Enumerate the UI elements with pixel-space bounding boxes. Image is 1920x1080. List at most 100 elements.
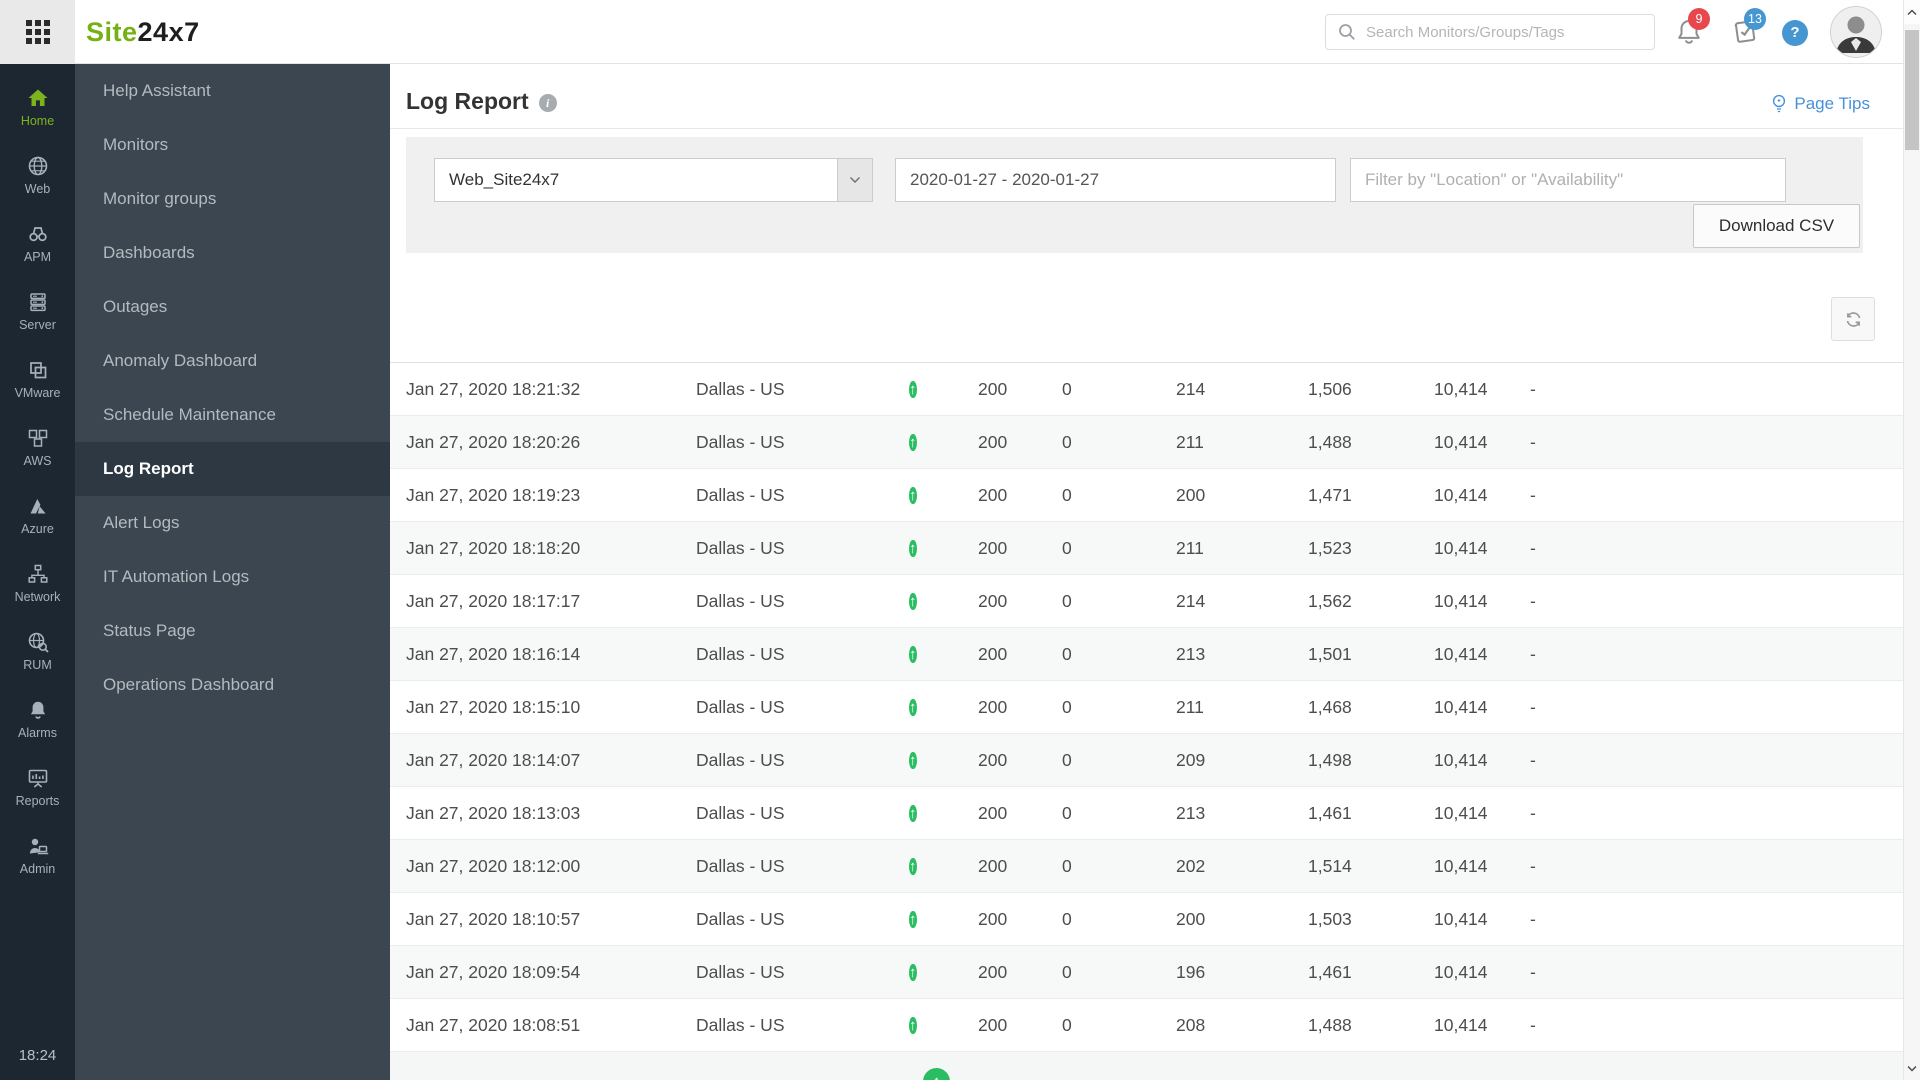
cell-connection-time: 214 <box>1176 378 1206 399</box>
sidebar-item-anomaly-dashboard[interactable]: Anomaly Dashboard <box>103 351 258 370</box>
azure-icon <box>25 493 51 519</box>
sidebar-item-log-report[interactable]: Log Report <box>75 442 390 496</box>
table-row: Jan 27, 2020 18:19:23 Dallas - US ↑ 200 … <box>390 469 1903 522</box>
rail-item-alarms[interactable]: Alarms <box>0 684 75 752</box>
cell-http-status: 200 <box>978 961 1008 982</box>
apm-icon <box>25 221 51 247</box>
rail-item-server[interactable]: Server <box>0 276 75 344</box>
monitor-select[interactable]: Web_Site24x7 <box>434 158 873 202</box>
notifications-button[interactable]: 9 <box>1674 8 1710 46</box>
cell-dns-time: 0 <box>1062 696 1072 717</box>
rail-item-network[interactable]: Network <box>0 548 75 616</box>
sidebar-item-outages[interactable]: Outages <box>103 297 168 316</box>
table-row: Jan 27, 2020 18:17:17 Dallas - US ↑ 200 … <box>390 575 1903 628</box>
sidebar-item-it-automation-logs[interactable]: IT Automation Logs <box>103 567 250 586</box>
rail-item-azure[interactable]: Azure <box>0 480 75 548</box>
sidebar-item-status-page[interactable]: Status Page <box>103 621 196 640</box>
cell-dns-time: 0 <box>1062 590 1072 611</box>
cell-dns-time: 0 <box>1062 484 1072 505</box>
select-caret[interactable] <box>837 159 872 201</box>
rail-item-aws[interactable]: AWS <box>0 412 75 480</box>
table-row: Jan 27, 2020 18:21:32 Dallas - US ↑ 200 … <box>390 363 1903 416</box>
filter-input[interactable] <box>1351 159 1785 201</box>
info-icon[interactable]: i <box>538 94 557 112</box>
cell-collection-time: Jan 27, 2020 18:09:54 <box>406 961 581 982</box>
site24x7-logo[interactable]: Site24x7 <box>86 17 200 47</box>
cell-location: Dallas - US <box>696 590 785 611</box>
main-content: Log Report i Page Tips Web_Site24x7 202 0 <box>390 64 1903 1080</box>
user-avatar[interactable] <box>1830 6 1882 58</box>
web-icon <box>25 153 51 179</box>
server-icon <box>25 289 51 315</box>
tasks-button[interactable]: 13 <box>1730 8 1766 46</box>
table-row: Jan 27, 2020 18:08:51 Dallas - US ↑ 200 … <box>390 999 1903 1052</box>
cell-location: Dallas - US <box>696 643 785 664</box>
cell-connection-time: 200 <box>1176 908 1206 929</box>
cell-dns-time: 0 <box>1062 749 1072 770</box>
cell-collection-time: Jan 27, 2020 18:18:20 <box>406 537 581 558</box>
cell-http-status: 200 <box>978 749 1008 770</box>
sidebar-item-operations-dashboard[interactable]: Operations Dashboard <box>103 675 275 694</box>
rail-item-rum[interactable]: RUM <box>0 616 75 684</box>
cell-collection-time: Jan 27, 2020 18:08:51 <box>406 1014 581 1035</box>
page-tips-link[interactable]: Page Tips <box>1771 94 1870 114</box>
sidebar-item-schedule-maintenance[interactable]: Schedule Maintenance <box>103 405 276 424</box>
status-up-icon: ↑ <box>909 751 917 769</box>
status-up-icon: ↑ <box>909 857 917 875</box>
table-body: Jan 27, 2020 18:21:32 Dallas - US ↑ 200 … <box>390 363 1903 1052</box>
cell-collection-time: Jan 27, 2020 18:16:14 <box>406 643 581 664</box>
tasks-badge: 13 <box>1744 8 1766 30</box>
cell-collection-time: Jan 27, 2020 18:21:32 <box>406 378 581 399</box>
cell-location: Dallas - US <box>696 537 785 558</box>
cell-location: Dallas - US <box>696 802 785 823</box>
cell-reason: - <box>1530 643 1536 664</box>
status-up-icon: ↑ <box>909 645 917 663</box>
cell-content-length: 10,414 <box>1434 590 1488 611</box>
sidebar-item-monitors[interactable]: Monitors <box>103 135 169 154</box>
cell-collection-time: Jan 27, 2020 18:19:23 <box>406 484 581 505</box>
date-range-field[interactable]: 2020-01-27 - 2020-01-27 <box>895 158 1336 202</box>
download-csv-button[interactable]: Download CSV <box>1693 204 1860 248</box>
cell-dns-time: 0 <box>1062 378 1072 399</box>
cell-http-status: 200 <box>978 855 1008 876</box>
module-rail: Home Web APM Server VMware AWS <box>0 64 75 1080</box>
cell-response-time: 1,523 <box>1308 537 1352 558</box>
cell-collection-time: Jan 27, 2020 18:10:57 <box>406 908 581 929</box>
sidebar-item-monitor-groups[interactable]: Monitor groups <box>103 189 217 208</box>
rail-item-admin[interactable]: Admin <box>0 820 75 888</box>
rail-item-vmware[interactable]: VMware <box>0 344 75 412</box>
sidebar-item-help-assistant[interactable]: Help Assistant <box>103 81 211 100</box>
reports-icon <box>25 765 51 791</box>
sidebar-item-alert-logs[interactable]: Alert Logs <box>103 513 180 532</box>
rail-item-reports[interactable]: Reports <box>0 752 75 820</box>
cell-dns-time: 0 <box>1062 431 1072 452</box>
rail-item-apm[interactable]: APM <box>0 208 75 276</box>
cell-connection-time: 202 <box>1176 855 1206 876</box>
refresh-button[interactable] <box>1831 297 1875 341</box>
cell-connection-time: 211 <box>1176 431 1204 452</box>
cell-location: Dallas - US <box>696 696 785 717</box>
cell-response-time: 1,503 <box>1308 908 1352 929</box>
cell-location: Dallas - US <box>696 378 785 399</box>
chevron-down-icon <box>850 177 860 183</box>
cell-content-length: 10,414 <box>1434 802 1488 823</box>
rail-item-home[interactable]: Home <box>0 72 75 140</box>
cell-response-time: 1,498 <box>1308 749 1352 770</box>
help-button[interactable]: ? <box>1782 20 1808 46</box>
table-row: Jan 27, 2020 18:13:03 Dallas - US ↑ 200 … <box>390 787 1903 840</box>
search-input[interactable] <box>1364 22 1654 42</box>
cell-collection-time: Jan 27, 2020 18:12:00 <box>406 855 581 876</box>
table-row: Jan 27, 2020 18:10:57 Dallas - US ↑ 200 … <box>390 893 1903 946</box>
scroll-up-button[interactable] <box>1904 0 1920 24</box>
cell-location: Dallas - US <box>696 484 785 505</box>
scroll-down-button[interactable] <box>1904 1058 1920 1078</box>
cell-collection-time: Jan 27, 2020 18:14:07 <box>406 749 581 770</box>
rail-item-web[interactable]: Web <box>0 140 75 208</box>
cell-collection-time: Jan 27, 2020 18:20:26 <box>406 431 581 452</box>
cell-reason: - <box>1530 696 1536 717</box>
cell-content-length: 10,414 <box>1434 855 1488 876</box>
scrollbar-thumb[interactable] <box>1905 30 1919 150</box>
cell-location: Dallas - US <box>696 908 785 929</box>
app-grid-button[interactable] <box>0 0 75 64</box>
sidebar-item-dashboards[interactable]: Dashboards <box>103 243 195 262</box>
